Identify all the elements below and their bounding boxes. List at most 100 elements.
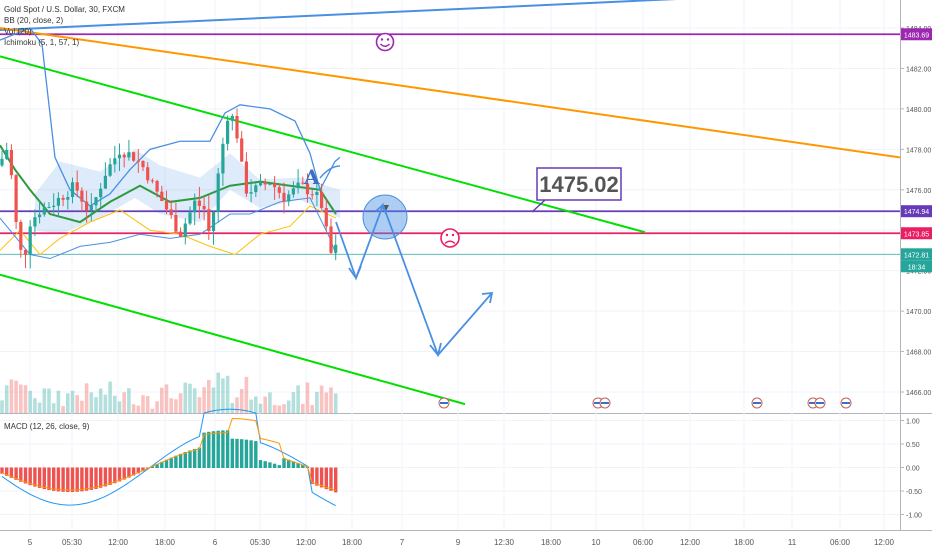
candle-body <box>320 192 324 208</box>
legend-indicator-bb: BB (20, close, 2) <box>4 16 63 25</box>
candle-body <box>254 185 258 193</box>
time-tick-label: 05:30 <box>62 538 83 547</box>
volume-bar <box>197 397 202 413</box>
price-badge-label: 1473.85 <box>904 231 929 238</box>
macd-histogram-bar <box>174 455 178 468</box>
price-tick-label: 1482.00 <box>906 66 931 73</box>
macd-histogram-bar <box>272 463 277 468</box>
macd-histogram-bar <box>258 460 263 468</box>
candle-body <box>155 180 159 192</box>
candle-body <box>193 200 197 213</box>
volume-bar <box>28 390 32 413</box>
candle-body <box>99 188 103 198</box>
candle-body <box>291 188 295 195</box>
volume-bar <box>263 396 267 413</box>
macd-histogram-bar <box>268 462 272 468</box>
macd-histogram-bar <box>254 441 258 468</box>
time-tick-label: 12:00 <box>108 538 129 547</box>
macd-histogram-bar <box>329 467 333 491</box>
candlesticks <box>0 108 338 269</box>
volume-bar <box>108 381 112 413</box>
macd-histogram-bar <box>334 467 338 493</box>
candle-body <box>23 249 28 255</box>
macd-histogram-bar <box>84 467 89 491</box>
candle-body <box>174 215 178 232</box>
trend-line <box>0 27 901 159</box>
volume-bar <box>183 382 188 413</box>
volume-bar <box>9 379 14 413</box>
price-badge <box>901 205 932 218</box>
volume-bar <box>127 388 131 413</box>
candle-body <box>127 152 131 158</box>
volume-bar <box>202 387 206 413</box>
macd-histogram-bar <box>47 467 51 491</box>
volume-bar <box>315 391 319 413</box>
volume-bar <box>66 393 70 413</box>
candle-body <box>14 175 18 222</box>
candle-body <box>19 221 23 250</box>
macd-tick-label: -1.00 <box>906 513 922 520</box>
price-panel[interactable] <box>0 0 900 413</box>
macd-histogram-bar <box>52 467 56 491</box>
time-tick-label: 5 <box>28 538 33 547</box>
volume-bar <box>33 398 37 413</box>
macd-histogram-bar <box>127 467 131 478</box>
macd-histogram-bar <box>23 467 28 484</box>
macd-histogram-bar <box>141 467 145 472</box>
volume-bar <box>160 387 164 413</box>
price-badge <box>901 260 932 273</box>
macd-histogram-bar <box>249 440 253 468</box>
candle-body <box>5 149 9 159</box>
time-tick-label: 12:00 <box>680 538 701 547</box>
candle-body <box>324 207 328 227</box>
macd-histogram-bar <box>0 467 4 474</box>
volume-bar <box>225 375 230 413</box>
macd-histogram-bar <box>164 459 169 468</box>
macd-line <box>1 408 336 507</box>
candle-body <box>0 158 4 166</box>
macd-histogram-bar <box>155 464 159 468</box>
candle-body <box>221 143 225 174</box>
volume-bar <box>4 385 9 413</box>
volume-bar <box>230 402 235 413</box>
macd-histogram-bar <box>56 467 61 492</box>
wave-marker-a: A <box>303 165 320 189</box>
volume-bar <box>235 397 239 413</box>
macd-histogram-bar <box>99 467 103 488</box>
volume-bar <box>310 405 314 413</box>
macd-histogram-bar <box>103 467 108 487</box>
callout-pointer <box>531 199 546 213</box>
candle-body <box>226 120 230 144</box>
price-callout-box[interactable] <box>536 167 622 201</box>
macd-histogram-bar <box>183 452 187 468</box>
candle-body <box>117 154 122 159</box>
price-badge <box>901 248 932 261</box>
volume-bar <box>282 404 286 413</box>
macd-histogram-bar <box>301 464 305 468</box>
macd-histogram-bar <box>287 459 291 468</box>
volume-bar <box>221 378 225 413</box>
candle-body <box>56 197 60 206</box>
price-badge-label: 1474.94 <box>904 209 929 216</box>
volume-bar <box>113 395 117 413</box>
candle-body <box>315 192 319 196</box>
candle-body <box>179 231 183 237</box>
candle-body <box>334 244 338 253</box>
macd-histogram-bar <box>28 467 32 486</box>
macd-legend: MACD (12, 26, close, 9) <box>4 422 90 431</box>
macd-histogram-bar <box>310 467 314 484</box>
candle-body <box>108 164 112 176</box>
candle-body <box>211 212 216 231</box>
macd-histogram-bar <box>202 432 206 468</box>
time-tick-label: 18:00 <box>155 538 176 547</box>
candle-body <box>75 182 79 191</box>
volume-bar <box>207 380 211 413</box>
macd-histogram-bar <box>282 458 286 468</box>
candle-body <box>197 200 201 206</box>
time-tick-label: 12:00 <box>296 538 317 547</box>
candle-body <box>33 217 37 227</box>
trend-lines <box>0 0 901 406</box>
macd-histogram-bar <box>108 467 112 485</box>
macd-histogram-bar <box>225 430 230 468</box>
